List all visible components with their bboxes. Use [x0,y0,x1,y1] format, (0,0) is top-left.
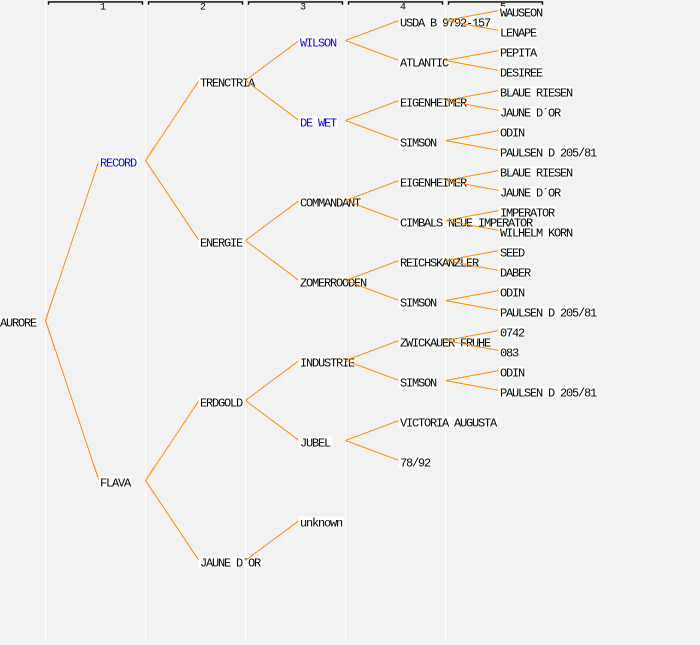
svg-text:DABER: DABER [500,266,531,280]
svg-text:SIMSON: SIMSON [400,376,437,390]
svg-text:ODIN: ODIN [500,126,525,140]
svg-text:4: 4 [400,2,406,13]
svg-text:ZWICKAUER FRUHE: ZWICKAUER FRUHE [400,336,491,350]
svg-text:ODIN: ODIN [500,366,525,380]
svg-text:WILSON: WILSON [300,36,337,50]
svg-text:DE WET: DE WET [300,116,337,130]
svg-text:PAULSEN D 205/81: PAULSEN D 205/81 [500,306,597,320]
svg-text:SIMSON: SIMSON [400,296,437,310]
svg-text:DESIREE: DESIREE [500,66,543,80]
svg-text:REICHSKANZLER: REICHSKANZLER [400,256,479,270]
svg-text:ODIN: ODIN [500,286,525,300]
svg-text:WAUSEON: WAUSEON [500,6,543,20]
svg-text:2: 2 [200,2,206,13]
svg-text:1: 1 [100,2,106,13]
svg-text:SEED: SEED [500,246,525,260]
svg-text:PAULSEN D 205/81: PAULSEN D 205/81 [500,386,597,400]
svg-text:78/92: 78/92 [400,456,431,470]
svg-text:ATLANTIC: ATLANTIC [400,56,449,70]
svg-text:0742: 0742 [500,326,525,340]
svg-text:INDUSTRIE: INDUSTRIE [300,356,355,370]
svg-text:SIMSON: SIMSON [400,136,437,150]
svg-text:TRENCTRIA: TRENCTRIA [200,76,256,90]
svg-text:BLAUE RIESEN: BLAUE RIESEN [500,86,573,100]
svg-text:JAUNE D´OR: JAUNE D´OR [500,106,561,120]
svg-text:ERDGOLD: ERDGOLD [200,396,243,410]
svg-text:BLAUE RIESEN: BLAUE RIESEN [500,166,573,180]
svg-text:USDA B 9792-157: USDA B 9792-157 [400,16,491,30]
svg-text:LENAPE: LENAPE [500,26,537,40]
svg-text:ZOMERROODEN: ZOMERROODEN [300,276,367,290]
svg-text:JAUNE D´OR: JAUNE D´OR [500,186,561,200]
svg-text:FLAVA: FLAVA [100,476,132,490]
svg-text:VICTORIA AUGUSTA: VICTORIA AUGUSTA [400,416,498,430]
svg-text:WILHELM KORN: WILHELM KORN [500,226,573,240]
svg-text:PAULSEN D 205/81: PAULSEN D 205/81 [500,146,597,160]
svg-text:PEPITA: PEPITA [500,46,538,60]
svg-text:RECORD: RECORD [100,156,137,170]
svg-text:IMPERATOR: IMPERATOR [500,206,555,220]
svg-text:083: 083 [500,346,519,360]
svg-text:3: 3 [300,2,306,13]
svg-text:unknown: unknown [300,516,343,530]
svg-text:JAUNE D´OR: JAUNE D´OR [200,556,261,570]
svg-text:ENERGIE: ENERGIE [200,236,243,250]
svg-text:AURORE: AURORE [0,316,37,330]
svg-text:JUBEL: JUBEL [300,436,331,450]
